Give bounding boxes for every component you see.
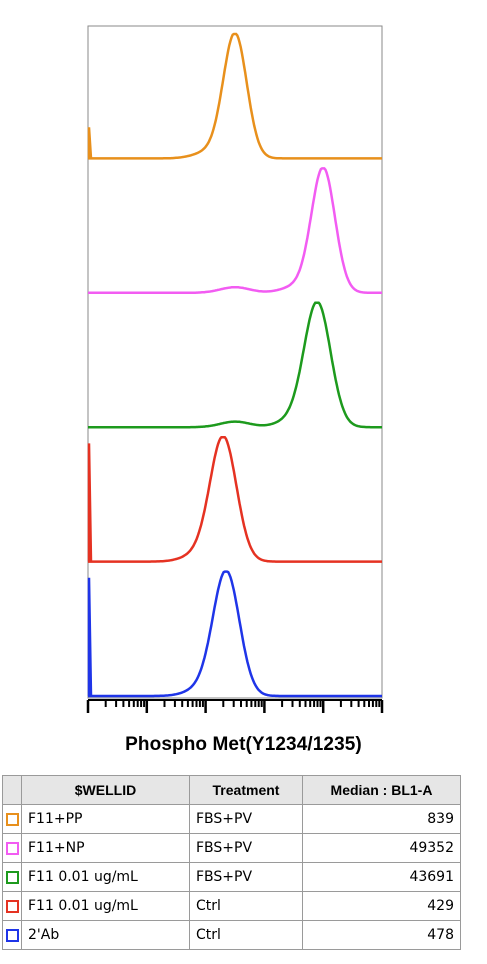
treatment-cell: FBS+PV	[189, 804, 303, 834]
x-axis-ticks	[86, 700, 384, 713]
legend-swatch[interactable]	[5, 928, 19, 942]
wellid-cell: F11 0.01 ug/mL	[21, 891, 190, 921]
treatment-cell: FBS+PV	[189, 833, 303, 863]
median-cell: 429	[302, 891, 461, 921]
treatment-cell: FBS+PV	[189, 862, 303, 892]
treatment-cell: Ctrl	[189, 891, 303, 921]
wellid-cell: F11+NP	[21, 833, 190, 863]
legend-swatch[interactable]	[5, 899, 19, 913]
table-row[interactable]: 2'Ab Ctrl 478	[2, 920, 461, 950]
histogram-curve-4	[87, 435, 382, 563]
histogram-curves	[87, 32, 382, 698]
legend-table: $WELLID Treatment Median : BL1-A F11+PP …	[2, 775, 461, 950]
header-treatment: Treatment	[189, 775, 303, 805]
legend-header-row: $WELLID Treatment Median : BL1-A	[2, 775, 461, 805]
plot-frame	[87, 25, 383, 699]
histogram-curve-1	[87, 32, 382, 160]
legend-swatch[interactable]	[5, 870, 19, 884]
wellid-cell: 2'Ab	[21, 920, 190, 950]
table-row[interactable]: F11+NP FBS+PV 49352	[2, 833, 461, 863]
legend-swatch[interactable]	[5, 841, 19, 855]
histogram-curve-5	[87, 570, 382, 698]
table-row[interactable]: F11 0.01 ug/mL Ctrl 429	[2, 891, 461, 921]
treatment-cell: Ctrl	[189, 920, 303, 950]
histogram-plot	[86, 25, 384, 713]
median-cell: 49352	[302, 833, 461, 863]
wellid-cell: F11 0.01 ug/mL	[21, 862, 190, 892]
header-wellid: $WELLID	[21, 775, 190, 805]
median-cell: 43691	[302, 862, 461, 892]
wellid-cell: F11+PP	[21, 804, 190, 834]
histogram-curve-2	[88, 167, 382, 295]
header-median: Median : BL1-A	[302, 775, 461, 805]
header-swatch-cell	[2, 775, 22, 805]
table-row[interactable]: F11+PP FBS+PV 839	[2, 804, 461, 834]
legend-swatch[interactable]	[5, 812, 19, 826]
x-axis-label: Phospho Met(Y1234/1235)	[125, 734, 362, 755]
median-cell: 478	[302, 920, 461, 950]
table-row[interactable]: F11 0.01 ug/mL FBS+PV 43691	[2, 862, 461, 892]
median-cell: 839	[302, 804, 461, 834]
histogram-curve-3	[88, 301, 382, 429]
